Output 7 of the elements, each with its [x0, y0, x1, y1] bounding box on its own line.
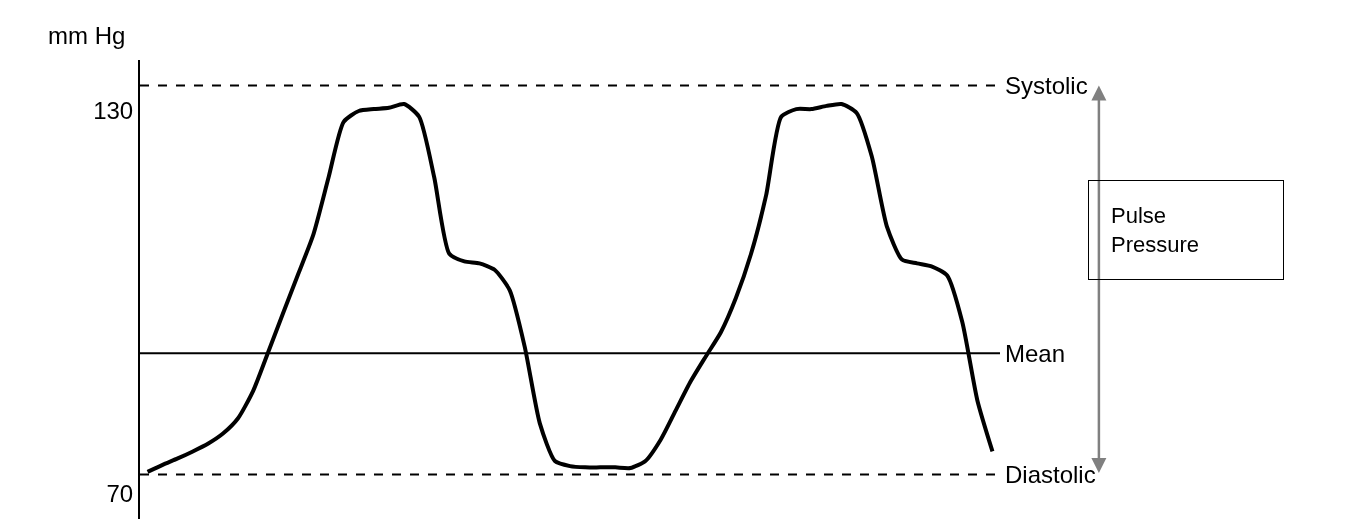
- y-tick-label: 70: [106, 479, 134, 507]
- text: Pulse Pressure: [1111, 203, 1200, 257]
- ref-line-label: Mean: [1005, 340, 1066, 367]
- ref-line-label: Systolic: [1005, 72, 1088, 99]
- y-axis-title: mm Hg: [48, 22, 126, 49]
- ref-line-label: Diastolic: [1005, 461, 1096, 488]
- y-tick-label: 130: [93, 97, 134, 125]
